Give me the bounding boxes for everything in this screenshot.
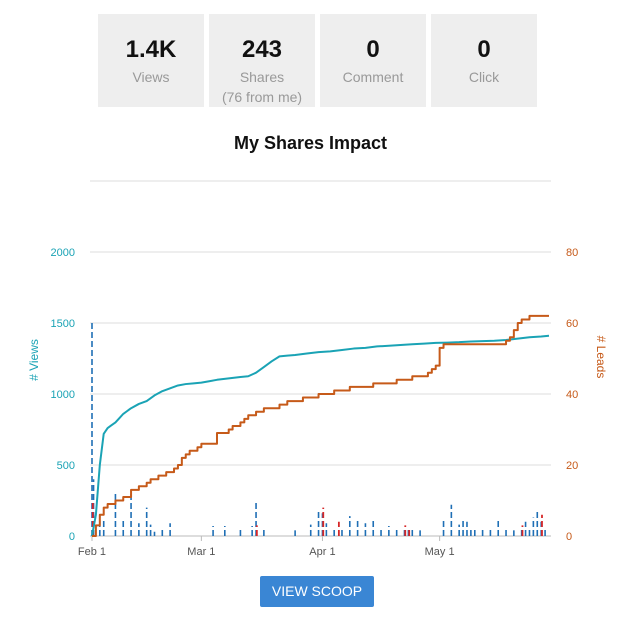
y-tick-label-left: 1500 [51,318,75,330]
y-tick-label-left: 500 [57,460,75,472]
y-tick-label-left: 2000 [51,247,75,259]
stat-label: Views [132,69,170,85]
stat-sublabel: (76 from me) [221,89,303,105]
y-tick-label-left: 1000 [51,389,75,401]
stat-shares: 243 Shares (76 from me) [209,14,315,107]
stat-label: Click [468,69,500,85]
y-tick-label-right: 80 [566,247,578,259]
view-scoop-button[interactable]: VIEW SCOOP [260,576,374,607]
x-tick-label: Mar 1 [187,546,215,558]
stat-value: 1.4K [125,36,177,63]
tick-labels: 0 500 1000 1500 2000 0 20 40 60 80 Feb 1 Mar 1 Apr 1… [51,247,579,558]
y-tick-label-right: 20 [566,460,578,472]
stat-label: Comment [342,69,404,85]
stat-click: 0 Click [431,14,537,107]
grid-lines [90,251,551,541]
stats-row: 1.4K Views 243 Shares (76 from me) 0 Com… [98,14,538,107]
views-line [91,334,550,537]
bar-marks [91,323,546,536]
stat-value: 0 [366,36,380,63]
stat-comment: 0 Comment [320,14,426,107]
line-series [91,314,550,537]
stat-value: 0 [477,36,491,63]
y-axis-title-left: # Views [27,339,41,381]
stat-label: Shares [239,69,285,85]
y-tick-label-right: 40 [566,389,578,401]
stat-views: 1.4K Views [98,14,204,107]
leads-line [92,314,549,537]
stat-value: 243 [241,36,283,63]
x-tick-label: May 1 [425,546,455,558]
chart-title: My Shares Impact [233,133,388,153]
x-tick-label: Feb 1 [78,546,106,558]
impact-chart: 0 500 1000 1500 2000 0 20 40 60 80 Feb 1 Mar 1 Apr 1… [27,180,608,558]
y-tick-label-right: 0 [566,531,572,543]
y-tick-label-left: 0 [69,531,75,543]
y-axis-title-right: # Leads [594,336,608,379]
y-tick-label-right: 60 [566,318,578,330]
x-tick-label: Apr 1 [309,546,335,558]
